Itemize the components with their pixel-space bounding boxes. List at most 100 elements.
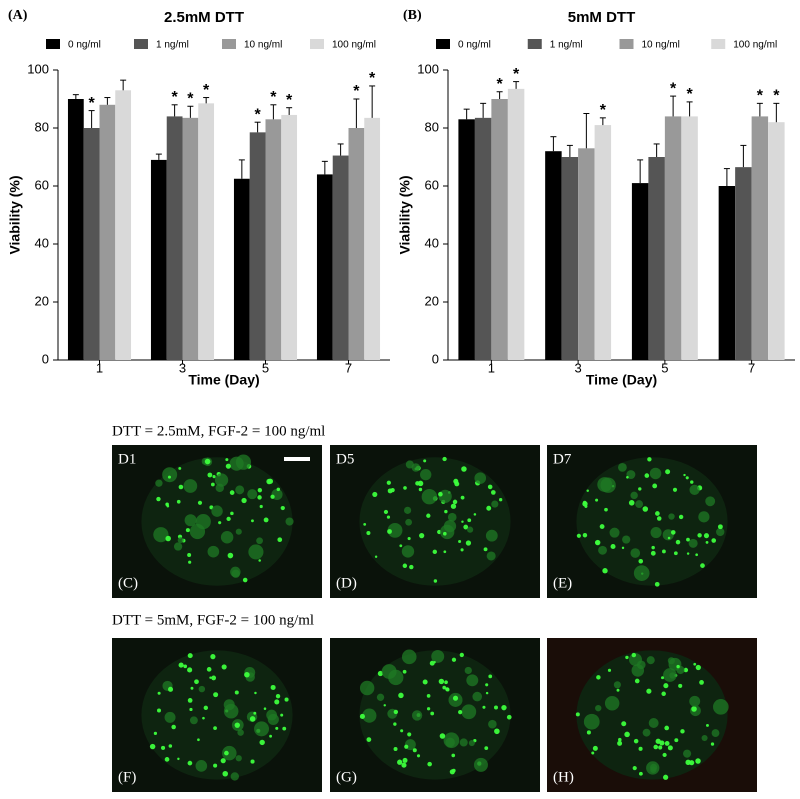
cell <box>586 489 589 493</box>
cell <box>662 752 667 758</box>
cell <box>598 545 607 555</box>
bar <box>83 128 100 360</box>
legend-swatch <box>310 39 324 49</box>
cell <box>187 653 193 659</box>
cell <box>404 744 409 749</box>
cell <box>485 683 489 687</box>
legend-label: 10 ng/ml <box>244 40 282 51</box>
y-tick-label: 80 <box>35 119 49 134</box>
cell <box>653 744 659 750</box>
cell <box>259 739 265 746</box>
cell <box>377 670 384 677</box>
cell <box>686 552 690 555</box>
cell <box>222 745 237 761</box>
cell <box>604 507 608 512</box>
cell <box>438 491 443 497</box>
gel-disc <box>141 650 293 780</box>
bar <box>561 157 579 360</box>
cell <box>486 551 496 561</box>
cell <box>647 457 652 462</box>
cell <box>167 686 174 692</box>
cell <box>610 544 616 550</box>
cell <box>443 550 447 554</box>
legend-swatch <box>436 39 450 49</box>
cell <box>429 660 435 666</box>
micrograph <box>112 638 322 792</box>
cell <box>209 676 212 679</box>
panel-label: (E) <box>553 575 572 591</box>
micrograph <box>547 638 757 792</box>
cell <box>634 678 640 684</box>
y-tick-label: 40 <box>425 235 439 250</box>
day-label: D5 <box>336 451 354 467</box>
cell <box>235 528 242 535</box>
cell <box>490 490 496 495</box>
cell <box>473 757 488 772</box>
y-tick-label: 0 <box>42 351 49 366</box>
cell <box>235 755 242 762</box>
cell <box>166 504 170 508</box>
cell <box>638 558 644 564</box>
cell <box>198 685 206 693</box>
cell <box>695 664 701 671</box>
cell <box>621 546 625 550</box>
significance-marker: * <box>496 76 503 93</box>
cell <box>616 688 620 692</box>
cell <box>628 499 635 506</box>
bar <box>348 128 365 360</box>
cell <box>596 675 601 680</box>
cell <box>602 568 608 574</box>
cell <box>190 686 194 690</box>
cell <box>697 533 702 538</box>
cell <box>386 480 391 485</box>
cell <box>591 751 595 755</box>
bar <box>332 155 349 360</box>
y-tick-label: 20 <box>35 293 49 308</box>
cell <box>689 760 695 766</box>
cell <box>249 716 256 722</box>
significance-marker: * <box>513 66 520 83</box>
cell <box>411 710 423 721</box>
cell <box>648 718 659 728</box>
cell <box>689 484 700 495</box>
bar <box>631 183 649 360</box>
cell <box>213 763 218 768</box>
cell <box>626 470 636 480</box>
cell <box>451 768 456 773</box>
significance-marker: * <box>187 90 194 107</box>
cell <box>491 500 499 508</box>
cell <box>439 733 446 739</box>
cell <box>185 528 190 533</box>
cell <box>710 742 715 746</box>
cell <box>451 657 457 662</box>
bar <box>681 116 698 361</box>
cell <box>259 504 263 509</box>
cell <box>583 713 600 730</box>
legend-swatch <box>222 39 236 49</box>
cell <box>226 516 231 522</box>
cell <box>599 524 605 529</box>
bar <box>265 119 282 360</box>
cell <box>401 649 417 665</box>
micrograph <box>547 445 757 598</box>
cell <box>621 721 627 727</box>
cell <box>263 707 267 710</box>
cell <box>234 722 240 728</box>
cell <box>680 729 685 734</box>
cell <box>164 757 170 762</box>
cell <box>705 723 709 727</box>
cell <box>284 697 289 702</box>
bar <box>364 117 381 360</box>
legend-swatch <box>619 39 634 49</box>
significance-marker: * <box>600 102 607 119</box>
cell <box>655 511 660 516</box>
cell <box>676 664 680 669</box>
cell <box>247 489 258 500</box>
cell <box>211 505 223 517</box>
bar <box>578 148 595 360</box>
cell <box>668 513 675 520</box>
cell <box>372 491 378 497</box>
cell <box>417 480 424 487</box>
cell <box>460 548 464 552</box>
scale-bar <box>284 457 310 461</box>
